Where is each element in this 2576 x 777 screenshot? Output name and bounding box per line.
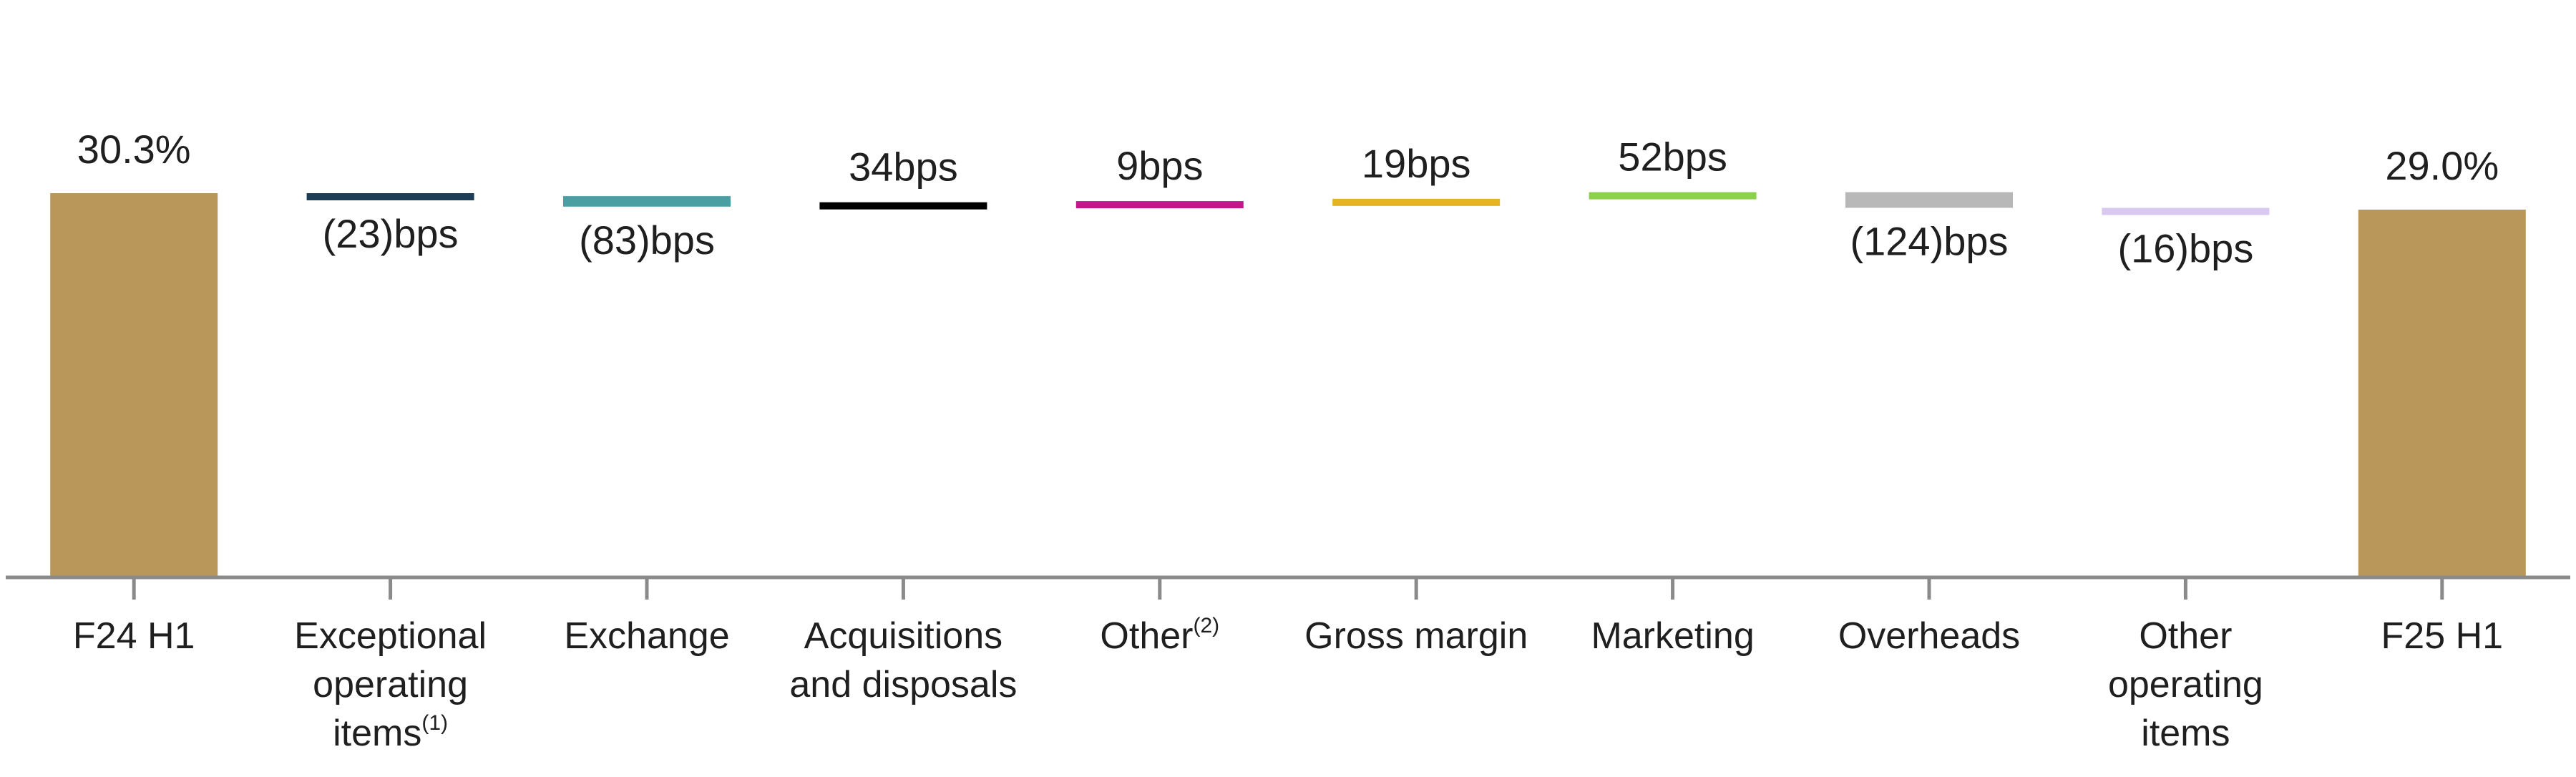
value-labels: 30.3% (23)bps (83)bps 34bps 9bps 19bps 52bps (1… (77, 127, 2499, 271)
bar-1 (50, 193, 218, 577)
bars-layer (50, 192, 2526, 577)
category-labels: F24 H1 Exceptional operating items(1) Exchan… (73, 614, 2503, 754)
bar-5 (1075, 201, 1244, 209)
value-label-1: 30.3% (77, 127, 191, 172)
category-label-2: Exceptional operating items(1) (294, 615, 487, 754)
value-label-9: (16)bps (2117, 226, 2253, 271)
bar-6 (1332, 198, 1501, 206)
bar-9 (2102, 207, 2270, 215)
bar-8 (1845, 192, 2013, 208)
value-label-6: 19bps (1362, 141, 1471, 186)
bar-10 (2358, 210, 2526, 577)
category-label-10: F25 H1 (2381, 615, 2504, 657)
bar-2 (306, 193, 474, 200)
value-label-2: (23)bps (323, 211, 459, 256)
category-label-7: Marketing (1591, 615, 1754, 657)
category-label-5: Other(2) (1100, 614, 1219, 657)
value-label-4: 34bps (849, 145, 958, 190)
category-label-1: F24 H1 (73, 615, 195, 657)
category-label-9: Other operating items (2108, 615, 2263, 754)
bar-4 (819, 202, 987, 210)
value-label-5: 9bps (1116, 143, 1203, 188)
value-label-7: 52bps (1618, 135, 1727, 180)
x-axis (6, 575, 2570, 600)
value-label-10: 29.0% (2385, 143, 2499, 188)
value-label-3: (83)bps (579, 218, 715, 263)
bar-3 (563, 196, 731, 207)
value-label-8: (124)bps (1850, 219, 2008, 264)
category-label-3: Exchange (564, 615, 729, 657)
category-label-6: Gross margin (1304, 615, 1528, 657)
category-label-8: Overheads (1838, 615, 2020, 657)
bar-7 (1589, 192, 1757, 200)
category-label-4: Acquisitions and disposals (789, 615, 1017, 705)
